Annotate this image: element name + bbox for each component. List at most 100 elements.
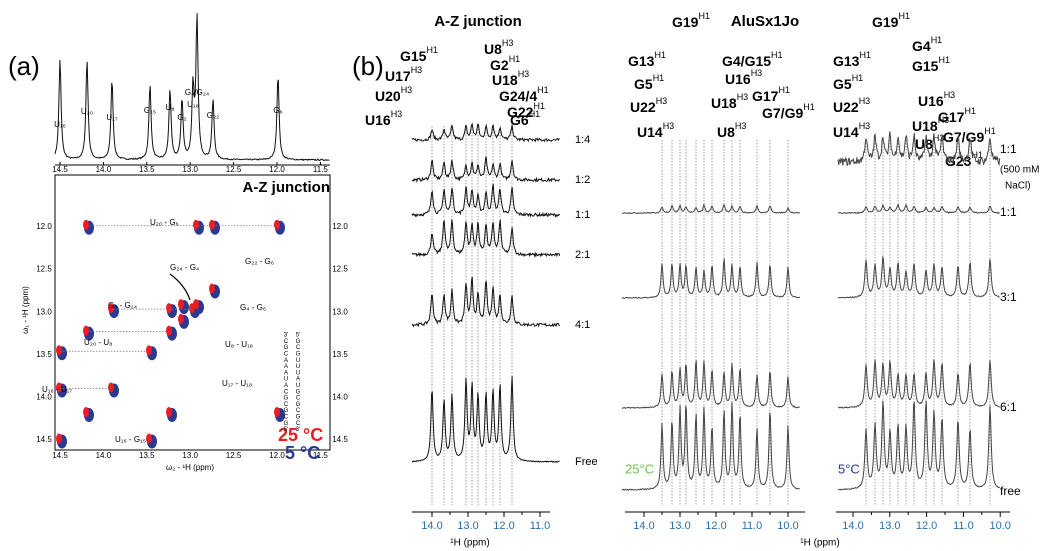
cross-peak-25c [209,219,215,230]
peak-atom: H1 [533,101,545,111]
tick-label: 12.0 [269,165,285,174]
spectrum [411,183,561,218]
peak-atom: H1 [509,54,521,64]
tick-label: 13.5 [332,350,348,359]
ratio-label: 1:1 [1000,142,1017,156]
strand-base: C [284,389,289,395]
strand-base: A [284,383,288,389]
peak-atom: H1 [931,35,943,45]
peak-label: G4H1 [912,35,942,53]
panel-label: (b) [352,51,384,81]
peak-name: G13 [833,53,860,69]
peak-atom: H3 [751,68,763,78]
ratio-label: (500 mM [1000,165,1039,176]
peak-label: U17H3 [385,65,422,83]
peak-name: U8 [484,41,502,57]
spectrum [411,156,561,183]
peak-name: G4/G15 [722,53,771,69]
peak-atom: H3 [944,90,956,100]
tick-label: 11.0 [530,520,551,532]
peak-label: U20H3 [375,85,412,103]
cross-peak-label: G₄ - G₆ [240,303,266,312]
strand-base: G [284,408,289,414]
peak-name: U16 [918,93,944,109]
tick-label: 11.0 [953,520,974,532]
peak-label: U18H3 [711,92,748,110]
peak-label: G5H1 [833,73,863,91]
cross-peak-25c [166,303,172,314]
peak-name: G15 [400,48,427,64]
strand-base: A [284,358,288,364]
strand-base: U [296,370,300,376]
peak-atom: H3 [518,69,530,79]
strand-base: G [284,421,289,427]
cross-peak-25c [166,407,172,418]
peak-atom: H1 [984,126,996,136]
strand-base: C [296,345,301,351]
strand-base: U [296,383,300,389]
ratio-label: 6:1 [1000,400,1017,414]
peak-atom: H1 [778,85,790,95]
cross-peak-25c [209,283,215,294]
strand-base: C [296,421,301,427]
strand-base: G [284,396,289,402]
peak-label: G15H1 [400,45,438,63]
peak-atom: H1 [537,85,549,95]
spectrum [838,203,1000,214]
spectrum [411,219,561,258]
peak-label: U18H3 [492,69,529,87]
strand-base: 3' [296,427,300,433]
axis-label: ¹H (ppm) [450,538,489,549]
peak-label: U16H3 [365,109,402,127]
cross-peak-25c [193,299,199,310]
peak-label: G₂₂ [207,111,219,120]
peak-label: G₆ [273,106,282,115]
peak-label: U8H3 [717,121,746,139]
strand-base: C [284,351,289,357]
peak-atom: H1 [426,45,438,55]
tick-label: 14.0 [842,520,863,532]
tick-label: 11.0 [742,520,763,532]
tick-label: 14.0 [421,520,442,532]
peak-name: G7/G9 [943,129,984,145]
peak-atom: H3 [737,92,749,102]
tick-label: 12.0 [332,222,348,231]
cross-peak-25c [274,407,280,418]
spectrum [837,131,1001,167]
spectrum [411,122,560,143]
panel-title: A-Z junction [243,179,330,196]
tick-label: 13.5 [36,350,52,359]
peak-name: G6 [510,112,529,128]
tick-label: 10.0 [777,520,798,532]
tick-label: 13.0 [669,520,690,532]
cross-peak-25c [178,299,184,310]
ratio-label: 1:1 [575,209,590,221]
tick-label: 12.0 [916,520,937,532]
tick-label: 11.5 [313,451,329,460]
tick-label: 14.0 [96,165,112,174]
tick-label: 14.0 [96,451,112,460]
ratio-label: 2:1 [575,249,590,261]
peak-name: G17 [752,88,779,104]
cross-peak-label: G₂₂ - G₆ [245,257,274,266]
peak-name: G24/4 [499,88,537,104]
peak-label: G19H1 [872,11,910,29]
peak-name: G5 [634,76,653,92]
peak-name: U16 [365,112,391,128]
strand-base: C [284,402,289,408]
peak-label: U22H3 [630,96,667,114]
spectrum [411,376,560,463]
peak-label: G7/G9H1 [762,102,815,120]
tick-label: 14.5 [36,435,52,444]
peak-name: U18 [492,72,518,88]
peak-name: U18 [711,95,737,111]
spectrum [838,359,1000,409]
peak-label: G6H1 [510,109,540,127]
cross-peak-label: G₂ - G₂₄ [108,301,137,310]
tick-label: 13.0 [332,307,348,316]
axis-label: ω₁ - ¹H (ppm) [21,286,30,334]
peak-label: U22H3 [833,96,870,114]
temperature-label: 25°C [625,461,654,476]
peak-name: G19 [672,14,699,30]
peak-atom: H3 [391,109,403,119]
